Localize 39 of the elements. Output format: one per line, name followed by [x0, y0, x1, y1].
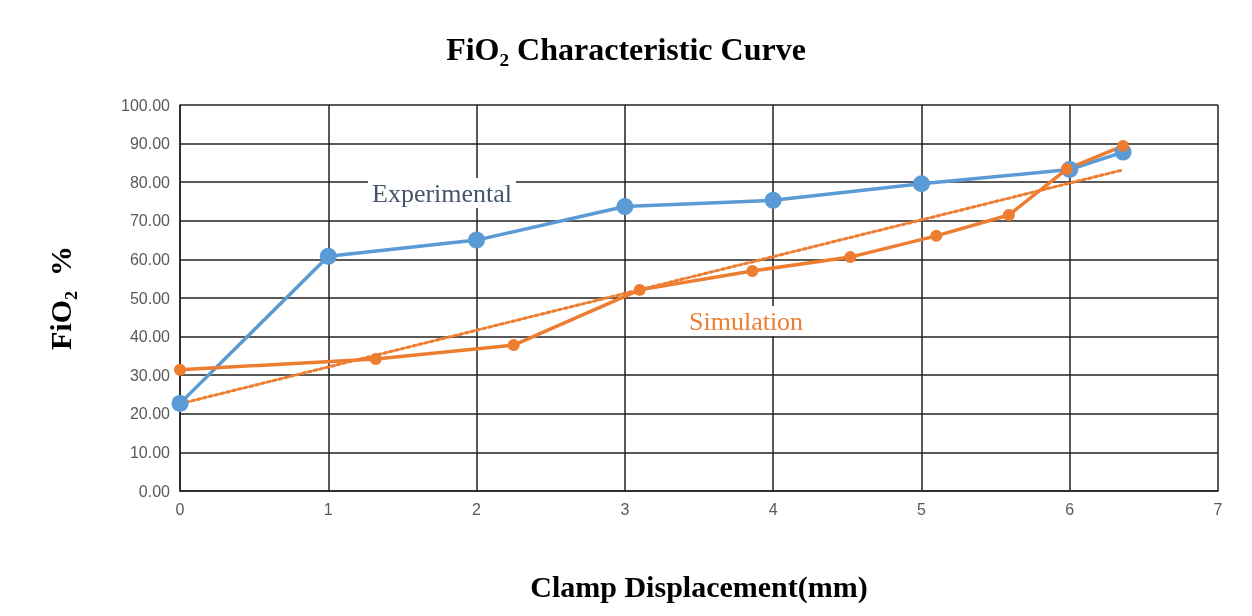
x-tick-label: 7	[1213, 500, 1223, 518]
series-label: Simulation	[689, 306, 804, 336]
point	[616, 198, 634, 216]
y-tick-label: 90.00	[129, 135, 171, 153]
point	[764, 191, 782, 209]
x-tick-label: 1	[323, 500, 333, 518]
point	[930, 229, 943, 242]
y-tick-label: 10.00	[129, 443, 171, 461]
y-tick-label: 30.00	[129, 366, 171, 384]
point	[1117, 139, 1130, 152]
x-tick-label: 6	[1065, 500, 1075, 518]
chart-title: FiO₂ Characteristic Curve	[446, 31, 806, 67]
point	[912, 175, 930, 193]
y-tick-label: 80.00	[129, 173, 171, 191]
y-tick-label: 50.00	[129, 289, 171, 307]
point	[633, 283, 646, 296]
series-label: Experimental	[372, 178, 513, 208]
y-tick-label: 40.00	[129, 328, 171, 346]
point	[507, 339, 520, 352]
x-tick-label: 3	[620, 500, 630, 518]
point	[319, 247, 337, 265]
x-tick-label: 0	[175, 500, 185, 518]
point	[171, 394, 189, 412]
y-tick-label: 100.00	[121, 96, 171, 114]
y-tick-label: 70.00	[129, 212, 171, 230]
y-tick-label: 0.00	[138, 482, 171, 500]
x-tick-label: 5	[916, 500, 926, 518]
x-tick-label: 2	[472, 500, 482, 518]
point	[746, 264, 759, 277]
point	[174, 363, 186, 376]
x-tick-label: 4	[768, 500, 778, 518]
point	[369, 352, 382, 365]
point	[468, 231, 486, 249]
y-tick-label: 20.00	[129, 405, 171, 423]
y-axis-title: FiO₂ %	[43, 246, 77, 350]
point	[844, 251, 857, 264]
point	[1002, 209, 1015, 222]
y-tick-label: 60.00	[129, 250, 171, 268]
x-axis-title: Clamp Displacement(mm)	[530, 569, 868, 604]
